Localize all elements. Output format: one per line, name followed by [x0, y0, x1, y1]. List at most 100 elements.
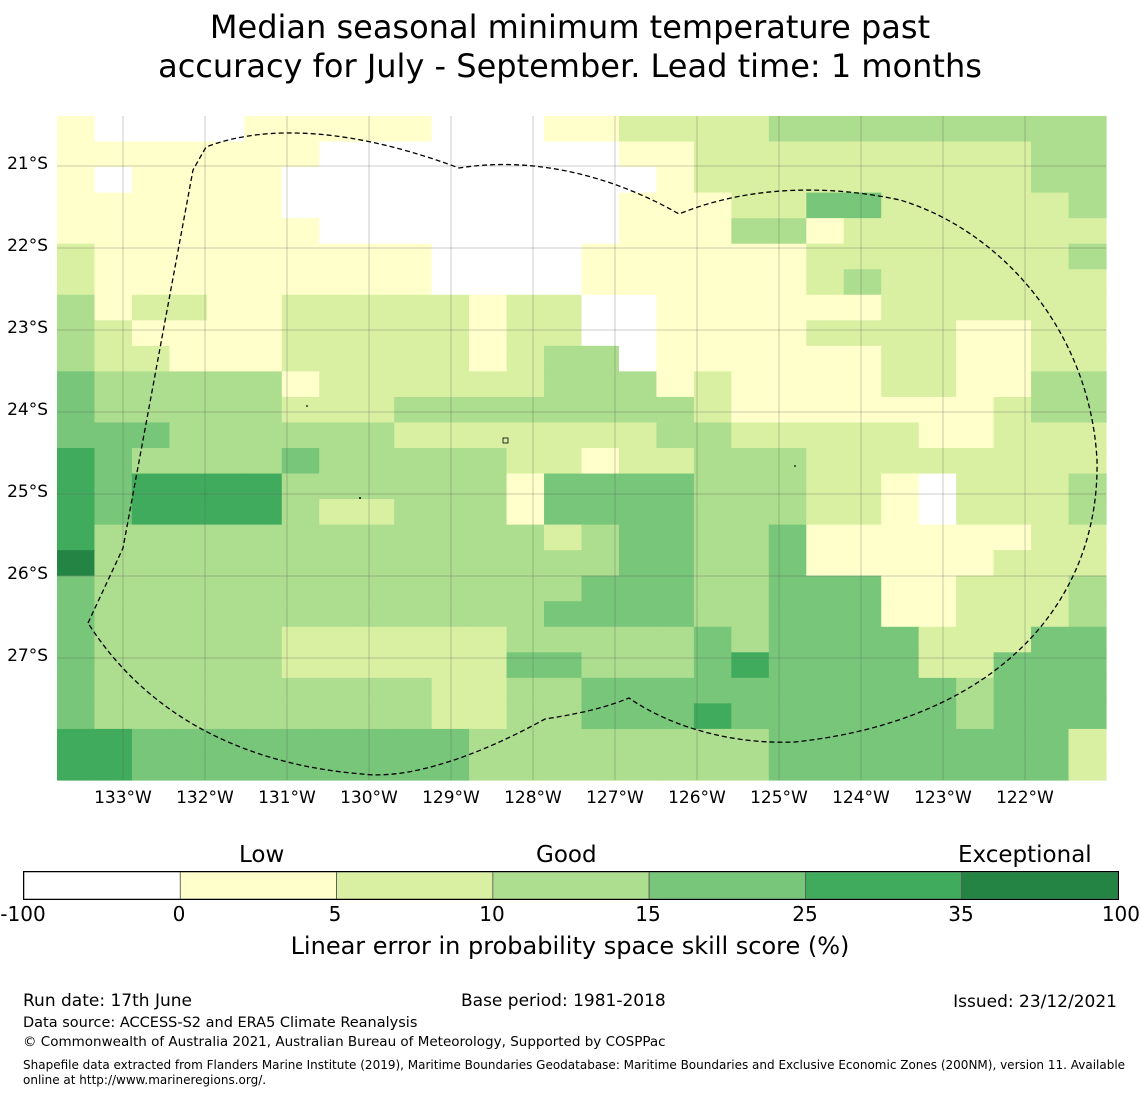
grid-cell: [169, 422, 208, 449]
grid-cell: [94, 601, 133, 628]
grid-cell: [768, 192, 807, 219]
grid-cell: [94, 473, 133, 500]
grid-cell: [956, 754, 995, 781]
grid-cell: [244, 652, 283, 679]
grid-cell: [469, 320, 508, 347]
grid-cell: [581, 499, 620, 526]
grid-cell: [94, 499, 133, 526]
legend-tick: 5: [328, 902, 342, 926]
grid-cell: [319, 422, 358, 449]
grid-cell: [731, 601, 770, 628]
grid-cell: [319, 728, 358, 756]
grid-cell: [843, 422, 882, 449]
grid-cell: [993, 652, 1032, 679]
grid-cell: [656, 116, 695, 143]
grid-cell: [244, 167, 283, 194]
grid-cell: [131, 167, 170, 194]
grid-cell: [319, 243, 358, 270]
grid-cell: [956, 192, 995, 219]
grid-cell: [993, 116, 1032, 143]
grid-cell: [993, 575, 1032, 602]
grid-cell: [394, 320, 433, 347]
grid-cell: [1068, 728, 1107, 756]
grid-cell: [506, 728, 545, 756]
grid-cell: [806, 218, 845, 245]
grid-cell: [206, 499, 245, 526]
grid-cell: [881, 269, 920, 296]
grid-cell: [993, 371, 1032, 398]
grid-cell: [506, 703, 545, 730]
grid-cell: [319, 448, 358, 475]
legend-swatch: [492, 871, 650, 900]
legend-tick: 10: [479, 902, 505, 926]
grid-cell: [806, 677, 845, 704]
grid-cell: [581, 396, 620, 424]
grid-cell: [506, 652, 545, 679]
grid-cell: [993, 294, 1032, 321]
grid-cell: [244, 345, 283, 372]
grid-cell: [806, 116, 845, 143]
grid-cell: [394, 218, 433, 245]
grid-cell: [731, 218, 770, 245]
grid-cell: [206, 652, 245, 679]
grid-cell: [656, 396, 695, 424]
grid-cell: [693, 320, 732, 347]
grid-cell: [918, 550, 957, 577]
grid-cell: [843, 243, 882, 270]
grid-cell: [1068, 192, 1107, 219]
grid-cell: [806, 371, 845, 398]
grid-cell: [356, 371, 395, 398]
grid-cell: [956, 626, 995, 653]
grid-cell: [956, 167, 995, 194]
grid-cell: [94, 141, 133, 168]
grid-cell: [356, 575, 395, 602]
grid-cell: [581, 677, 620, 704]
legend-tick: 100: [1101, 902, 1140, 926]
grid-cell: [506, 499, 545, 526]
grid-cell: [544, 550, 583, 577]
grid-cell: [731, 294, 770, 321]
grid-cell: [1068, 243, 1107, 270]
grid-cell: [1031, 294, 1070, 321]
grid-cell: [843, 575, 882, 602]
grid-cell: [469, 422, 508, 449]
grid-cell: [1031, 652, 1070, 679]
grid-cell: [768, 524, 807, 551]
grid-cell: [244, 243, 283, 270]
grid-cell: [244, 626, 283, 653]
grid-cell: [281, 116, 320, 143]
grid-cell: [131, 601, 170, 628]
grid-cell: [656, 320, 695, 347]
grid-cell: [281, 192, 320, 219]
eez-boundary: [87, 132, 1098, 776]
grid-cell: [768, 141, 807, 168]
grid-cell: [768, 422, 807, 449]
grid-cell: [356, 754, 395, 781]
grid-cell: [1068, 116, 1107, 143]
grid-cell: [993, 728, 1032, 756]
grid-cell: [506, 294, 545, 321]
grid-cell: [843, 345, 882, 372]
grid-cell: [843, 294, 882, 321]
grid-cell: [431, 448, 470, 475]
grid-cell: [806, 269, 845, 296]
grid-cell: [469, 396, 508, 424]
grid-cell: [544, 575, 583, 602]
grid-cell: [319, 320, 358, 347]
grid-cell: [544, 141, 583, 168]
grid-cell: [618, 141, 658, 168]
grid-cell: [806, 345, 845, 372]
grid-cell: [206, 550, 245, 577]
grid-cell: [768, 754, 807, 781]
grid-cell: [544, 626, 583, 653]
grid-cell: [1068, 218, 1107, 245]
grid-cell: [206, 524, 245, 551]
grid-cell: [169, 371, 208, 398]
grid-cell: [1068, 524, 1107, 551]
grid-cell: [394, 345, 433, 372]
grid-cell: [57, 371, 96, 398]
grid-cell: [319, 371, 358, 398]
grid-cell: [581, 524, 620, 551]
grid-cell: [431, 499, 470, 526]
grid-cell: [731, 754, 770, 781]
